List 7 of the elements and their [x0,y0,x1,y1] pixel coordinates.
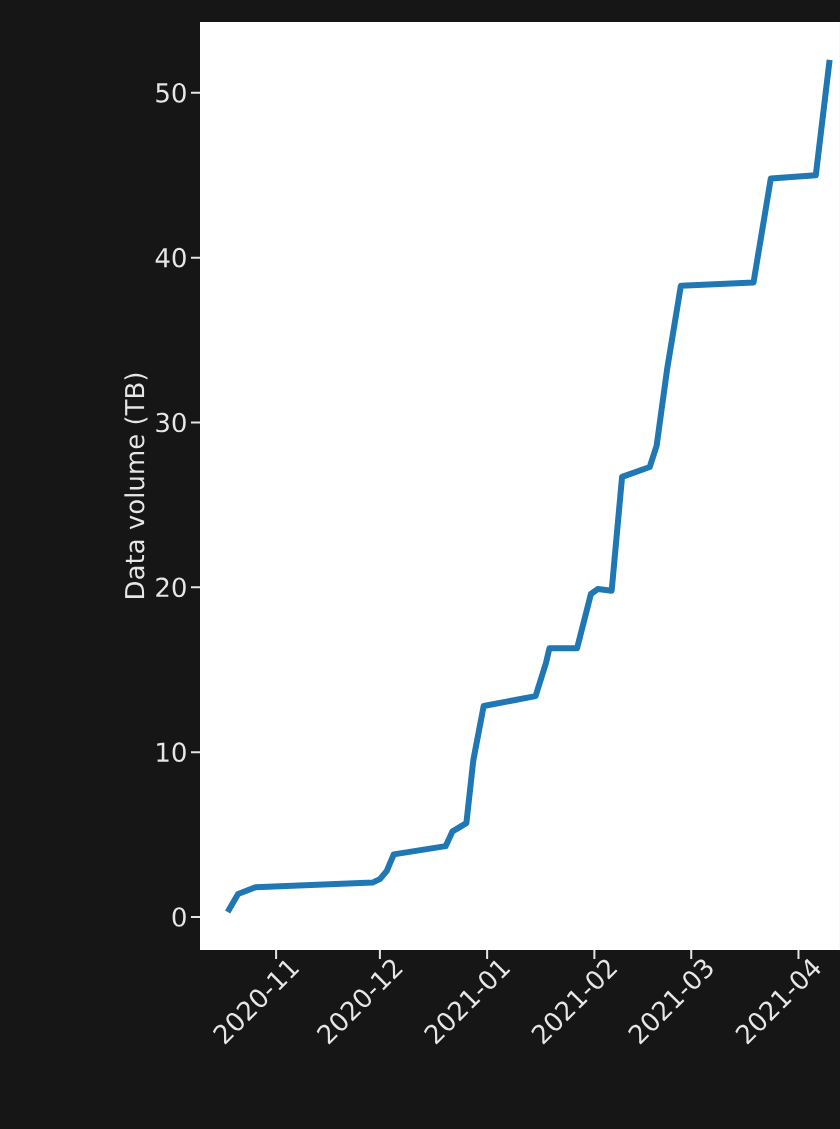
y-tick-label: 40 [155,247,186,268]
y-tick-label: 0 [172,907,186,927]
y-tick-label: 30 [156,412,186,433]
y-tick-label: 10 [157,742,186,763]
y-tick-label: 50 [156,83,186,103]
y-axis-title: Data volume (TB) [124,373,148,598]
y-tick-label: 20 [156,577,186,598]
